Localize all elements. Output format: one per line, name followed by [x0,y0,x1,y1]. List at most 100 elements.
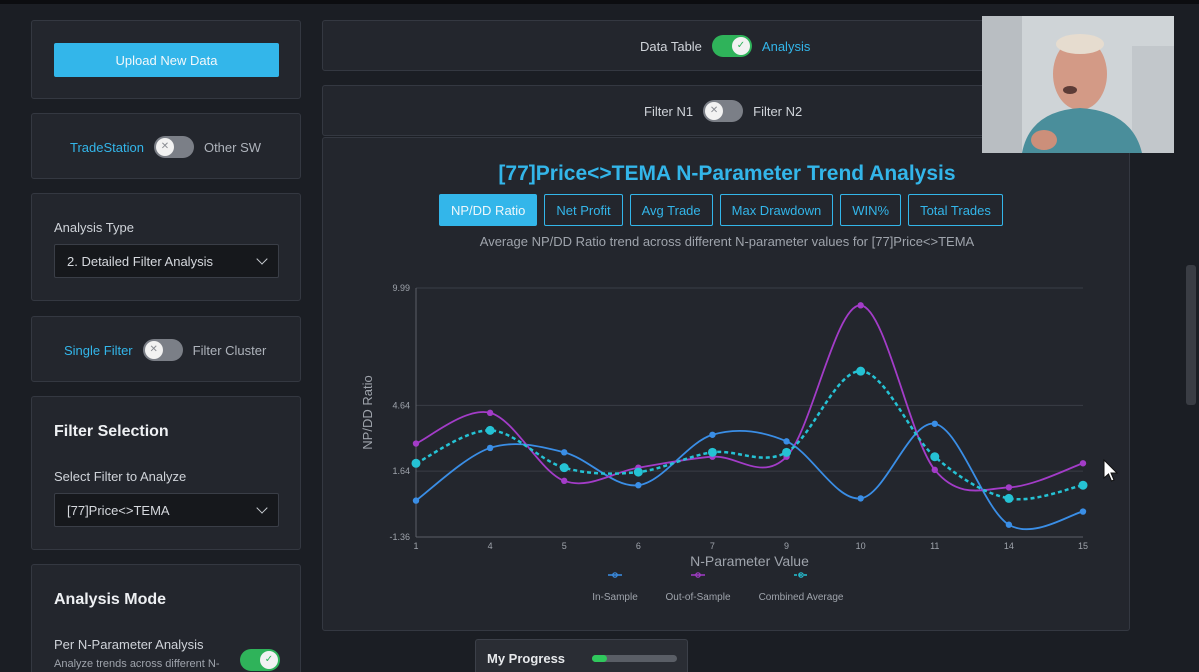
x-tick-label: 9 [784,541,789,551]
data-point [931,466,938,474]
data-point [559,463,569,473]
data-table-label: Data Table [640,38,702,54]
progress-track [592,655,677,662]
per-n-parameter-label: Per N-Parameter Analysis [54,637,204,652]
data-point [633,467,643,477]
filter-mode-panel: Single Filter ✕ Filter Cluster [31,316,301,382]
x-icon: ✕ [155,138,174,156]
series-line-in-sample [415,422,1084,531]
filter-select-value: [77]Price<>TEMA [67,502,170,518]
data-point [1079,460,1087,467]
filter-mode-switch[interactable]: ✕ [142,339,183,361]
data-point [783,438,790,445]
x-tick-label: 15 [1078,541,1088,551]
data-point [411,458,421,468]
filter-selection-panel: Filter Selection Select Filter to Analyz… [31,396,301,550]
legend-label: In-Sample [592,592,638,603]
legend-marker [798,572,804,578]
data-point [412,440,420,447]
x-tick-label: 4 [488,541,493,551]
upload-new-data-button[interactable]: Upload New Data [54,43,279,77]
analysis-type-panel: Analysis Type 2. Detailed Filter Analysi… [31,193,301,301]
x-icon: ✕ [705,102,724,120]
software-switch[interactable]: ✕ [153,136,194,158]
upload-panel: Upload New Data [31,20,301,99]
other-sw-label: Other SW [203,139,262,155]
legend-marker [695,572,701,578]
tab-np-dd-ratio[interactable]: NP/DD Ratio [439,194,538,226]
data-point [635,482,642,489]
trend-chart: 9.994.641.64-1.361 4 5 6 7 9 10 11 14 15N-Paramet… [360,283,1088,603]
data-point [1079,508,1087,515]
data-point [930,452,940,462]
metric-tabs: NP/DD Ratio Net Profit Avg Trade Max Dra… [439,194,1003,226]
x-tick-label: 14 [1004,541,1014,551]
data-point [931,420,938,427]
filter-n1-label: Filter N1 [644,103,694,119]
view-toggle-row: Data Table ✓ Analysis [640,35,810,57]
filter-select[interactable]: [77]Price<>TEMA [54,493,279,527]
data-point [1004,493,1014,503]
chart-title: [77]Price<>TEMA N-Parameter Trend Analys… [498,162,956,185]
x-tick-label: 1 [413,541,418,551]
filter-mode-toggle-row: Single Filter ✕ Filter Cluster [64,339,266,361]
filter-n2-label: Filter N2 [753,103,803,119]
y-tick-label: -1.36 [389,532,410,542]
tab-net-profit[interactable]: Net Profit [544,194,623,226]
x-tick-label: 10 [856,541,866,551]
x-tick-label: 6 [636,541,641,551]
presenter-image [982,16,1174,153]
software-panel: TradeStation ✕ Other SW [31,113,301,179]
single-filter-label: Single Filter [64,342,133,358]
y-tick-label: 1.64 [392,466,410,476]
tab-max-drawdown[interactable]: Max Drawdown [719,194,834,226]
data-point [1078,480,1088,490]
analysis-type-label: Analysis Type [54,220,134,235]
data-point [709,431,716,438]
series-line-combined-average [415,369,1084,501]
tab-win-pct[interactable]: WIN% [840,194,902,226]
chart-subtitle: Average NP/DD Ratio trend across differe… [479,234,975,249]
per-n-parameter-desc: Analyze trends across different N- [54,658,220,670]
x-icon: ✕ [144,341,163,359]
webcam-video [982,16,1174,153]
chart-panel: [77]Price<>TEMA N-Parameter Trend Analys… [322,137,1130,631]
data-point [486,409,494,417]
tab-avg-trade[interactable]: Avg Trade [629,194,713,226]
analysis-type-select[interactable]: 2. Detailed Filter Analysis [54,244,279,278]
analysis-mode-panel: Analysis Mode Per N-Parameter Analysis A… [31,564,301,672]
x-axis-label: N-Parameter Value [690,553,809,569]
data-point [857,495,864,502]
filter-n-panel: Filter N1 ✕ Filter N2 [322,85,988,136]
check-icon: ✓ [731,37,750,55]
progress-label: My Progress [487,651,566,666]
software-toggle-row: TradeStation ✕ Other SW [70,136,261,158]
filter-n-switch[interactable]: ✕ [703,100,744,122]
scrollbar-thumb[interactable] [1186,265,1196,405]
x-tick-label: 7 [710,541,715,551]
data-point [486,444,494,452]
view-toggle-panel: Data Table ✓ Analysis [322,20,988,71]
legend-label: Out-of-Sample [665,592,730,603]
per-n-parameter-switch[interactable]: ✓ [240,649,280,671]
filter-cluster-label: Filter Cluster [192,342,267,358]
legend-marker [612,572,618,578]
legend-label: Combined Average [759,592,844,603]
tab-total-trades[interactable]: Total Trades [908,194,1003,226]
series-line-out-of-sample [415,304,1084,492]
data-point [782,447,792,457]
analysis-mode-title: Analysis Mode [54,591,167,608]
progress-widget[interactable]: My Progress [475,639,688,672]
tradestation-label: TradeStation [70,139,144,155]
x-tick-label: 5 [562,541,567,551]
view-switch[interactable]: ✓ [711,35,752,57]
select-filter-label: Select Filter to Analyze [54,469,187,484]
data-point [857,302,864,309]
filter-selection-title: Filter Selection [54,423,169,440]
data-point [561,477,568,485]
data-point [485,425,495,435]
analysis-type-value: 2. Detailed Filter Analysis [67,253,213,269]
analysis-label: Analysis [761,38,811,54]
chevron-down-icon [256,253,268,265]
top-edge [0,0,1199,4]
